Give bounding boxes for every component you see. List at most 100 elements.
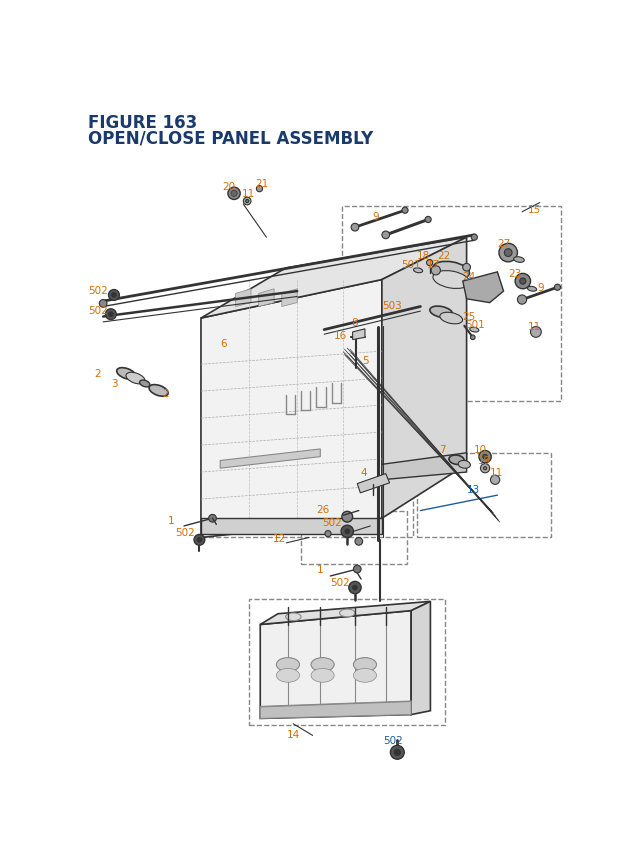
Circle shape <box>351 224 359 232</box>
Circle shape <box>109 313 113 317</box>
Bar <box>342 208 561 402</box>
Circle shape <box>390 746 404 759</box>
Text: 501: 501 <box>401 260 421 269</box>
Circle shape <box>246 201 249 203</box>
Text: 502: 502 <box>88 286 108 296</box>
Ellipse shape <box>126 373 145 385</box>
Ellipse shape <box>276 658 300 672</box>
Circle shape <box>499 244 517 263</box>
Ellipse shape <box>353 658 376 672</box>
Polygon shape <box>201 238 467 319</box>
Circle shape <box>470 336 475 340</box>
Circle shape <box>382 232 390 239</box>
Text: 26: 26 <box>316 505 330 514</box>
Ellipse shape <box>353 669 376 683</box>
Circle shape <box>342 511 353 523</box>
Circle shape <box>99 300 107 308</box>
Polygon shape <box>236 289 251 307</box>
Bar <box>250 599 445 725</box>
Text: OPEN/CLOSE PANEL ASSEMBLY: OPEN/CLOSE PANEL ASSEMBLY <box>88 129 373 147</box>
Ellipse shape <box>449 455 464 465</box>
Text: 502: 502 <box>322 517 342 528</box>
Circle shape <box>427 260 433 266</box>
Ellipse shape <box>276 669 300 683</box>
Ellipse shape <box>470 328 479 332</box>
Text: 11: 11 <box>490 468 503 478</box>
Circle shape <box>194 535 205 546</box>
Circle shape <box>228 188 240 201</box>
Circle shape <box>479 451 492 463</box>
Text: 16: 16 <box>334 331 348 341</box>
Text: 502: 502 <box>88 306 108 316</box>
Text: FIGURE 163: FIGURE 163 <box>88 115 197 132</box>
Circle shape <box>531 327 541 338</box>
Ellipse shape <box>149 385 168 397</box>
Text: 27: 27 <box>497 239 511 249</box>
Polygon shape <box>260 611 411 719</box>
Circle shape <box>483 455 488 460</box>
Text: 22: 22 <box>437 251 451 261</box>
Text: 1: 1 <box>316 565 323 574</box>
Circle shape <box>197 538 202 542</box>
Text: 13: 13 <box>467 485 480 494</box>
Text: 10: 10 <box>474 444 488 455</box>
Text: 9: 9 <box>538 283 544 293</box>
Text: 2: 2 <box>94 369 100 379</box>
Polygon shape <box>353 330 365 340</box>
Ellipse shape <box>458 461 470 468</box>
Ellipse shape <box>435 269 441 280</box>
Circle shape <box>515 274 531 289</box>
Circle shape <box>325 531 331 537</box>
Text: 18: 18 <box>417 251 430 261</box>
Polygon shape <box>201 280 382 538</box>
Circle shape <box>349 582 361 594</box>
Polygon shape <box>382 238 467 518</box>
Text: 8: 8 <box>351 318 358 327</box>
Circle shape <box>209 515 216 523</box>
Ellipse shape <box>116 369 136 380</box>
Text: 20: 20 <box>223 182 236 191</box>
Circle shape <box>504 250 512 257</box>
Circle shape <box>345 530 349 534</box>
Text: 9: 9 <box>372 212 380 222</box>
Ellipse shape <box>311 669 334 683</box>
Ellipse shape <box>514 257 524 263</box>
Text: 24: 24 <box>462 271 476 282</box>
Polygon shape <box>259 289 274 307</box>
Ellipse shape <box>311 658 334 672</box>
Ellipse shape <box>430 307 452 319</box>
Polygon shape <box>220 449 320 468</box>
Text: 19: 19 <box>477 456 491 466</box>
Circle shape <box>243 198 251 206</box>
Text: 25: 25 <box>462 313 476 322</box>
Circle shape <box>111 294 116 298</box>
Circle shape <box>109 290 119 301</box>
Text: 2: 2 <box>163 388 169 399</box>
Text: 1: 1 <box>168 515 175 525</box>
Circle shape <box>106 309 116 320</box>
Polygon shape <box>357 474 390 493</box>
Text: 6: 6 <box>220 339 227 349</box>
Circle shape <box>554 285 561 291</box>
Text: 21: 21 <box>255 179 269 189</box>
Ellipse shape <box>433 271 470 289</box>
Text: 15: 15 <box>528 204 541 214</box>
Ellipse shape <box>285 613 301 621</box>
Polygon shape <box>201 518 382 534</box>
Circle shape <box>484 468 486 470</box>
Circle shape <box>520 279 526 285</box>
Circle shape <box>353 566 361 573</box>
Ellipse shape <box>340 610 355 617</box>
Text: 11: 11 <box>528 321 541 331</box>
Circle shape <box>431 266 440 276</box>
Polygon shape <box>260 602 431 625</box>
Circle shape <box>341 525 353 538</box>
Circle shape <box>402 208 408 214</box>
Circle shape <box>353 585 357 590</box>
Circle shape <box>490 475 500 485</box>
Text: 17: 17 <box>427 260 440 269</box>
Ellipse shape <box>413 269 422 274</box>
Polygon shape <box>463 273 504 303</box>
Text: 502: 502 <box>175 528 195 537</box>
Text: 3: 3 <box>111 379 118 389</box>
